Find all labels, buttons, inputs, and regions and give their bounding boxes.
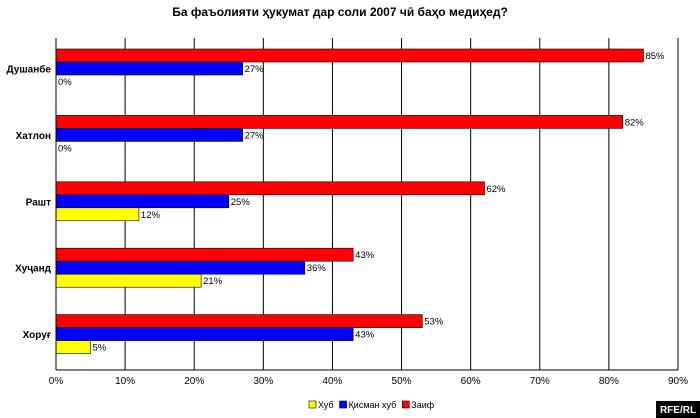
data-label: 43% [355, 330, 375, 341]
bar [55, 194, 230, 209]
data-label: 36% [307, 263, 327, 274]
bar [55, 327, 354, 341]
data-label: 25% [231, 197, 251, 208]
x-tick-label: 40% [322, 376, 342, 387]
x-tick-label: 80% [599, 376, 619, 387]
x-axis: 0% 10% 20% 30% 40% 50% 60% 70% 80% 90% [49, 38, 688, 387]
data-label: 43% [355, 250, 375, 261]
x-tick-label: 10% [115, 376, 135, 387]
bar-series [55, 48, 644, 354]
x-tick-label: 0% [49, 376, 64, 387]
bar [55, 48, 644, 63]
watermark-text: RFE/RL [660, 405, 696, 416]
data-label: 0% [58, 77, 72, 88]
data-label: 12% [141, 210, 161, 221]
legend-swatch [401, 400, 410, 409]
x-tick-label: 20% [184, 376, 204, 387]
bar [55, 314, 423, 328]
category-label: Хуҷанд [15, 264, 52, 275]
watermark-background [656, 401, 700, 418]
legend-label: Хуб [318, 400, 334, 410]
data-label: 5% [93, 343, 107, 354]
legend-swatch [339, 400, 347, 409]
watermark-badge: RFE/RL [656, 401, 700, 418]
grid-lines [55, 38, 679, 370]
category-label: Хатлон [16, 131, 51, 142]
x-tick-label: 90% [668, 376, 688, 387]
data-label: 85% [645, 51, 665, 62]
category-label: Хоруғ [23, 330, 51, 341]
bar [55, 128, 243, 142]
data-label: 53% [424, 317, 444, 328]
chart-title: Ба фаъолияти ҳукумат дар соли 2007 чӣ ба… [172, 5, 508, 19]
bar [55, 273, 202, 288]
y-axis-categories: Душанбе Хатлон Рашт Хуҷанд Хоруғ [7, 64, 52, 342]
bar [55, 181, 485, 196]
x-tick-label: 50% [392, 376, 412, 387]
data-label: 27% [245, 64, 265, 75]
legend-label: Қисман хуб [349, 400, 397, 410]
legend: Хуб Қисман хуб Заиф [308, 400, 435, 410]
data-label: 62% [486, 184, 506, 195]
category-label: Душанбе [7, 64, 52, 76]
data-label: 82% [625, 117, 645, 128]
data-label: 27% [245, 130, 265, 141]
legend-label: Заиф [411, 400, 434, 410]
bar [55, 61, 243, 76]
bar [55, 207, 140, 222]
bar [55, 260, 306, 275]
category-label: Рашт [26, 197, 51, 208]
data-label: 21% [203, 276, 223, 287]
bar [55, 247, 354, 262]
x-tick-label: 30% [253, 376, 273, 387]
data-label: 0% [58, 143, 72, 154]
bar [55, 115, 624, 129]
x-tick-label: 70% [530, 376, 550, 387]
x-tick-label: 60% [461, 376, 481, 387]
data-labels: 85% 27% 0% 82% 27% 0% 62% 25% 12% 43% 36% 21% 53% 43%… [58, 51, 665, 354]
legend-swatch [308, 400, 317, 409]
bar [55, 340, 91, 354]
